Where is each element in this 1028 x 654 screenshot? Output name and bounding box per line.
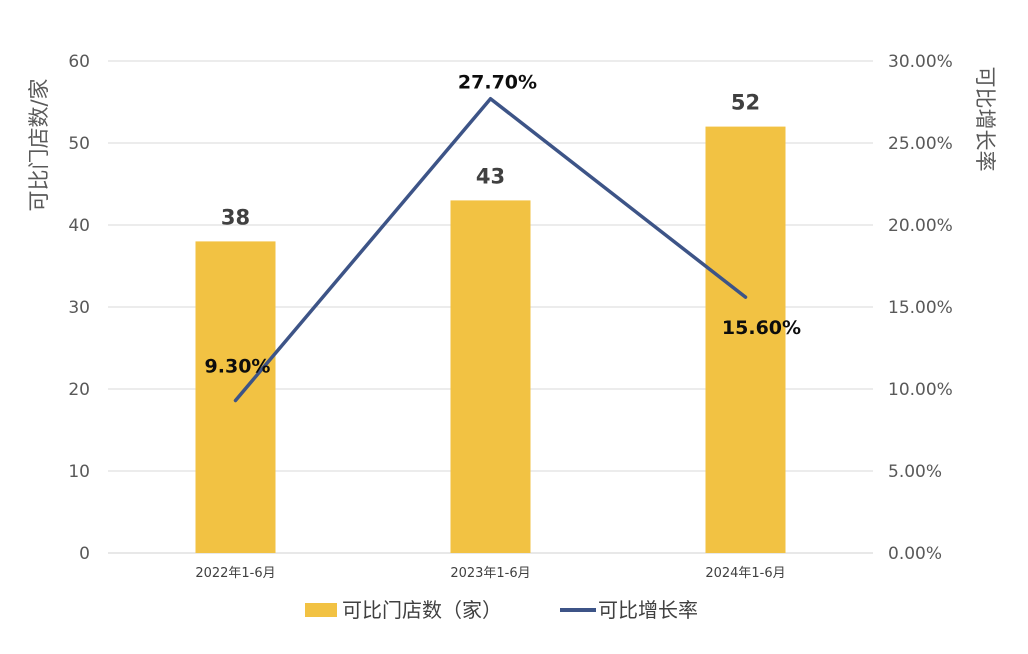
legend-label: 可比门店数（家） <box>342 598 502 622</box>
bar <box>450 200 531 553</box>
y-tick-label: 0 <box>79 544 90 564</box>
legend: 可比门店数（家） 可比增长率 <box>305 598 698 622</box>
line-series <box>233 96 748 403</box>
y2-tick-label: 25.00% <box>888 134 953 154</box>
bar <box>705 126 786 553</box>
y2-tick-label: 5.00% <box>888 462 942 482</box>
x-tick-label: 2023年1-6月 <box>450 566 530 581</box>
y-axis-title: 可比门店数/家 <box>27 78 51 211</box>
line-data-label: 9.30% <box>205 355 271 377</box>
legend-label: 可比增长率 <box>598 598 698 622</box>
legend-swatch-bar <box>305 603 337 617</box>
bar-data-label: 43 <box>476 164 505 188</box>
y2-tick-label: 0.00% <box>888 544 942 564</box>
line-data-label: 27.70% <box>458 72 537 94</box>
bar-data-label: 38 <box>221 205 250 229</box>
x-tick-label: 2022年1-6月 <box>195 566 275 581</box>
x-tick-label: 2024年1-6月 <box>705 566 785 581</box>
y-tick-label: 40 <box>68 216 90 236</box>
y2-tick-label: 20.00% <box>888 216 953 236</box>
y-tick-label: 50 <box>68 134 90 154</box>
y-tick-label: 60 <box>68 52 90 72</box>
y2-axis-title: 可比增长率 <box>973 67 997 172</box>
y-tick-label: 30 <box>68 298 90 318</box>
y2-tick-label: 30.00% <box>888 52 953 72</box>
y-tick-label: 20 <box>68 380 90 400</box>
bar-data-label: 52 <box>731 91 760 115</box>
line-data-label: 15.60% <box>722 317 801 339</box>
bar <box>195 241 276 553</box>
y2-tick-label: 15.00% <box>888 298 953 318</box>
y-tick-label: 10 <box>68 462 90 482</box>
y2-tick-label: 10.00% <box>888 380 953 400</box>
